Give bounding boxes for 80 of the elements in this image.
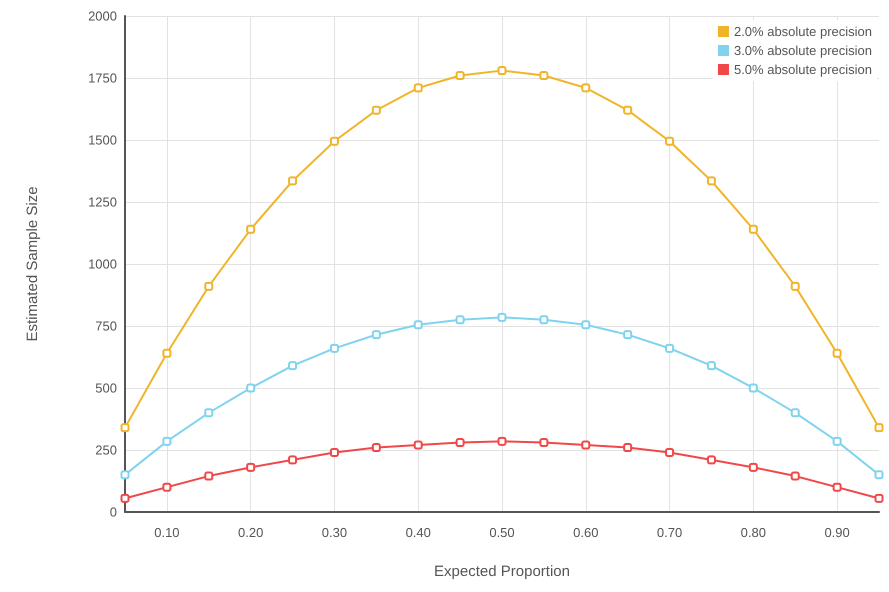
point [456, 315, 465, 324]
point [539, 315, 548, 324]
point [665, 344, 674, 353]
point [414, 320, 423, 330]
y-tick-label: 1500 [88, 132, 117, 148]
point [748, 224, 758, 234]
y-tick-label: 500 [95, 380, 117, 396]
point [456, 71, 465, 80]
point [456, 438, 465, 448]
x-tick-label: 0.50 [489, 525, 515, 540]
point [414, 440, 423, 450]
point [120, 470, 130, 480]
point [288, 361, 298, 370]
point [162, 436, 172, 446]
y-tick-label: 1000 [88, 256, 117, 272]
point [790, 408, 800, 418]
point [162, 482, 172, 492]
point [246, 462, 256, 472]
point [204, 472, 214, 481]
x-tick-label: 0.30 [322, 525, 348, 540]
point [498, 436, 506, 446]
point [665, 136, 674, 146]
point [414, 83, 423, 92]
y-tick-label: 2000 [88, 8, 117, 24]
x-tick-label: 0.40 [406, 525, 431, 540]
point [832, 482, 842, 492]
point [581, 320, 590, 330]
point [832, 348, 842, 358]
y-tick-label: 1750 [88, 70, 117, 86]
point [665, 448, 674, 457]
point [874, 494, 884, 503]
point [581, 83, 590, 92]
y-tick-label: 1250 [88, 194, 117, 210]
x-tick-label: 0.20 [238, 525, 264, 540]
point [330, 136, 339, 146]
point [330, 344, 339, 353]
y-tick-label: 750 [95, 318, 117, 334]
point [246, 224, 256, 234]
x-tick-label: 0.10 [154, 525, 180, 540]
point [372, 443, 381, 452]
point [120, 423, 130, 432]
point [623, 106, 632, 115]
point [706, 455, 716, 464]
legend-label: 5.0% absolute precision [734, 62, 872, 77]
point [706, 176, 716, 186]
point [204, 282, 214, 291]
x-axis-title: Expected Proportion [434, 563, 570, 580]
point [748, 462, 758, 472]
legend-label: 3.0% absolute precision [734, 43, 872, 58]
point [120, 494, 130, 503]
point [372, 106, 381, 115]
point [874, 470, 884, 480]
point [162, 348, 172, 358]
y-tick-label: 0 [110, 504, 117, 520]
point [372, 330, 381, 340]
point [623, 443, 632, 452]
point [623, 330, 632, 340]
point [748, 384, 758, 392]
point [498, 312, 506, 322]
point [706, 361, 716, 370]
point [581, 440, 590, 450]
point [288, 455, 298, 464]
point [498, 66, 506, 76]
y-axis-title: Estimated Sample Size [24, 186, 41, 342]
point [790, 282, 800, 291]
point [330, 448, 339, 457]
x-tick-label: 0.60 [573, 525, 598, 540]
legend-label: 2.0% absolute precision [734, 24, 872, 39]
point [539, 71, 548, 80]
x-tick-label: 0.80 [740, 525, 766, 540]
point [874, 423, 884, 432]
point [539, 438, 548, 448]
point [204, 408, 214, 418]
x-tick-label: 0.70 [656, 525, 682, 540]
y-tick-label: 250 [95, 442, 117, 458]
point [790, 472, 800, 481]
point [246, 384, 256, 392]
x-tick-label: 0.90 [824, 525, 850, 540]
point [288, 176, 298, 186]
point [832, 436, 842, 446]
